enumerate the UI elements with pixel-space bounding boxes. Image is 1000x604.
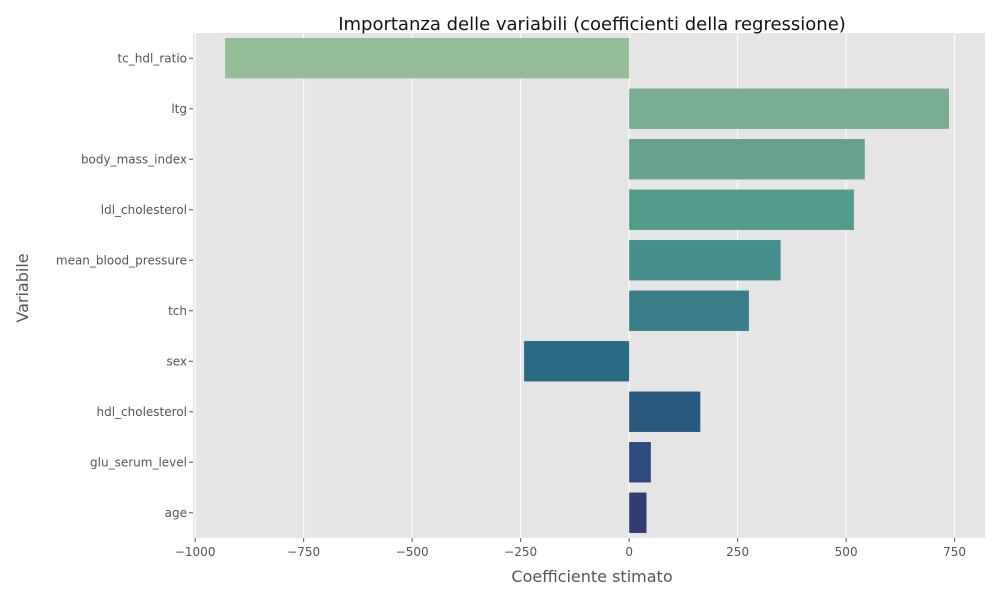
y-tick-label: age	[165, 506, 187, 520]
x-tick-label: −500	[396, 545, 429, 559]
gridlines	[194, 33, 956, 538]
y-tick-label: mean_blood_pressure	[56, 253, 187, 267]
bar-age	[629, 492, 647, 533]
bar-ldl_cholesterol	[629, 189, 854, 230]
bar-body_mass_index	[629, 139, 865, 180]
bar-tch	[629, 290, 749, 331]
x-tick-label: −1000	[175, 545, 216, 559]
chart-title: Importanza delle variabili (coefficienti…	[338, 14, 846, 35]
y-tick-label: tch	[168, 304, 187, 318]
y-tick-label: glu_serum_level	[90, 455, 187, 469]
bars	[225, 38, 949, 533]
x-tick-label: 250	[726, 545, 749, 559]
bar-ltg	[629, 88, 949, 129]
x-tick-label: −750	[287, 545, 320, 559]
x-tick-label: −250	[504, 545, 537, 559]
bar-tc_hdl_ratio	[225, 38, 630, 79]
x-tick-label: 500	[835, 545, 858, 559]
y-tick-label: body_mass_index	[81, 152, 187, 166]
x-tick-label: 750	[943, 545, 966, 559]
x-tick-label: 0	[625, 545, 633, 559]
x-ticks: −1000 −750 −500 −250 0 250 500 750	[175, 538, 966, 559]
y-tick-label: ldl_cholesterol	[101, 203, 187, 217]
y-tick-label: hdl_cholesterol	[96, 405, 187, 419]
y-tick-label: ltg	[171, 102, 187, 116]
y-tick-label: sex	[166, 354, 187, 368]
bar-glu_serum_level	[629, 442, 651, 483]
y-axis-label: Variabile	[13, 253, 32, 322]
y-tick-label: tc_hdl_ratio	[117, 51, 187, 65]
bar-mean_blood_pressure	[629, 240, 781, 281]
x-axis-label: Coefficiente stimato	[511, 567, 672, 586]
bar-hdl_cholesterol	[629, 391, 701, 432]
bar-sex	[524, 341, 630, 382]
